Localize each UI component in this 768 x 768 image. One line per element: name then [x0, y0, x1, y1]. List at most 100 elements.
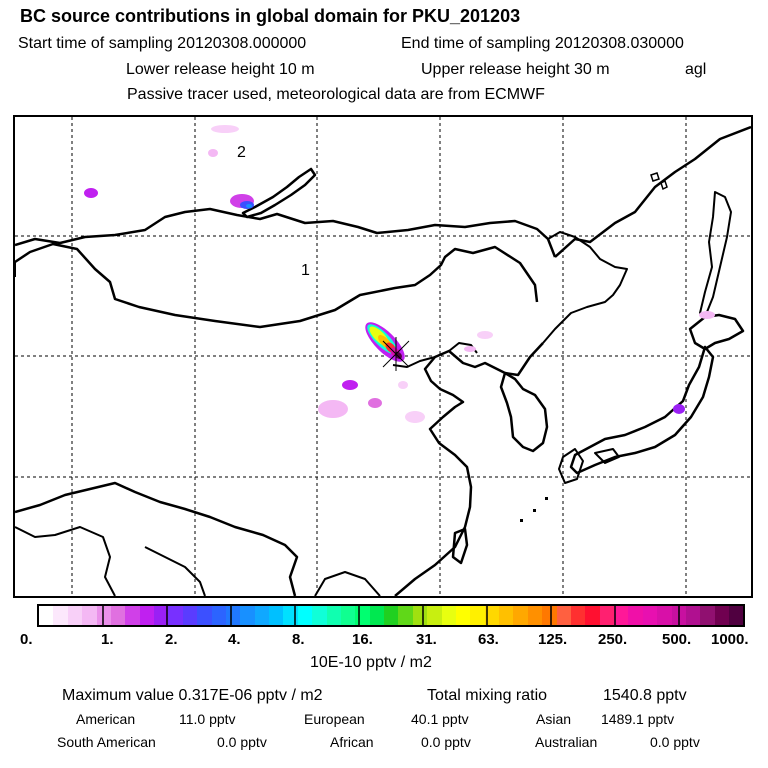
colorbar-segment: [384, 606, 399, 625]
colorbar-segment: [499, 606, 514, 625]
region-label-1: 1: [301, 262, 310, 279]
colorbar-segment: [168, 606, 183, 625]
colorbar-segment: [470, 606, 485, 625]
colorbar-segment: [527, 606, 543, 625]
colorbar-tick-9: 250.: [598, 631, 628, 648]
colorbar-segment: [283, 606, 298, 625]
colorbar-segment: [53, 606, 68, 625]
colorbar-segment: [398, 606, 413, 625]
colorbar-tick-2: 2.: [165, 631, 178, 648]
island-northeast: [650, 172, 668, 191]
colorbar-segment: [312, 606, 327, 625]
taiwan-island: [451, 527, 469, 565]
region-value-australian: 0.0 pptv: [650, 734, 700, 750]
colorbar-unit: 10E-10 pptv / m2: [310, 654, 432, 671]
colorbar-segment: [82, 606, 97, 625]
colorbar-tick-6: 31.: [416, 631, 437, 648]
colorbar-segment: [484, 606, 499, 625]
border-russia-mongolia: [15, 207, 557, 258]
border-mongolia-china: [15, 242, 539, 329]
region-name-australian: Australian: [535, 734, 598, 750]
colorbar-segment: [700, 606, 715, 625]
ryukyu-islands: [520, 497, 548, 522]
colorbar-segment: [240, 606, 255, 625]
region-label-2: 2: [237, 144, 246, 161]
total-mixing-label: Total mixing ratio: [427, 687, 548, 704]
map-title: BC source contributions in global domain…: [20, 6, 521, 26]
colorbar-segment: [182, 606, 198, 625]
coast-china-korea: [394, 342, 544, 596]
colorbar-segment: [211, 606, 226, 625]
tracer-label: Passive tracer used, meteorological data…: [127, 86, 545, 103]
region-value-south-american: 0.0 pptv: [217, 734, 267, 750]
japan-shikoku: [594, 448, 620, 464]
concentration-field: [84, 125, 715, 423]
colorbar-segment: [254, 606, 269, 625]
max-value-label: Maximum value 0.317E-06 pptv / m2: [62, 687, 323, 704]
colorbar: [37, 604, 745, 627]
colorbar-segment: [197, 606, 212, 625]
border-southeast-asia: [15, 526, 381, 596]
coast-northeast: [554, 125, 751, 258]
colorbar-segment: [225, 606, 241, 625]
colorbar-segment: [657, 606, 672, 625]
colorbar-segment: [642, 606, 658, 625]
colorbar-dividers: [102, 606, 680, 625]
lake-baikal: [241, 167, 317, 219]
japan-honshu: [569, 345, 715, 475]
region-value-european: 40.1 pptv: [411, 711, 469, 727]
region-value-asian: 1489.1 pptv: [601, 711, 675, 727]
colorbar-segment: [513, 606, 528, 625]
colorbar-segment: [67, 606, 83, 625]
colorbar-segment: [542, 606, 557, 625]
upper-release-label: Upper release height 30 m: [421, 61, 610, 78]
border-south-asia: [15, 481, 299, 596]
colorbar-segment: [455, 606, 471, 625]
colorbar-segment: [628, 606, 643, 625]
colorbar-tick-5: 16.: [352, 631, 373, 648]
colorbar-segment: [269, 606, 284, 625]
sakhalin-island: [699, 191, 732, 318]
colorbar-segment: [154, 606, 169, 625]
colorbar-tick-4: 8.: [292, 631, 305, 648]
japan-hokkaido: [688, 313, 745, 351]
colorbar-segment: [714, 606, 729, 625]
colorbar-segment: [729, 606, 744, 625]
map-canvas: 1 2: [15, 117, 751, 596]
colorbar-tick-3: 4.: [228, 631, 241, 648]
korean-peninsula: [499, 371, 549, 453]
map-panel: 1 2: [13, 115, 753, 598]
region-name-african: African: [330, 734, 374, 750]
end-time-label: End time of sampling 20120308.030000: [401, 35, 684, 52]
colorbar-segment: [441, 606, 456, 625]
colorbar-segment: [685, 606, 701, 625]
grid-lines: [15, 117, 751, 596]
colorbar-segment: [369, 606, 384, 625]
colorbar-tick-7: 63.: [478, 631, 499, 648]
japan-kyushu: [558, 448, 584, 484]
colorbar-segment: [110, 606, 126, 625]
colorbar-segment: [570, 606, 586, 625]
colorbar-segment: [585, 606, 600, 625]
border-russia-china: [542, 231, 628, 344]
colorbar-segment: [326, 606, 341, 625]
region-name-european: European: [304, 711, 365, 727]
colorbar-segment: [297, 606, 313, 625]
colorbar-segment: [139, 606, 154, 625]
colorbar-tick-8: 125.: [538, 631, 568, 648]
region-name-south-american: South American: [57, 734, 156, 750]
colorbar-tick-11: 1000.: [711, 631, 749, 648]
region-value-american: 11.0 pptv: [179, 711, 236, 727]
receptor-x-icon: [382, 337, 410, 371]
lower-release-label: Lower release height 10 m: [126, 61, 315, 78]
colorbar-segment: [427, 606, 442, 625]
colorbar-tick-0: 0.: [20, 631, 33, 648]
total-mixing-value: 1540.8 pptv: [603, 687, 687, 704]
colorbar-segment: [556, 606, 571, 625]
colorbar-segment: [599, 606, 614, 625]
colorbar-segment: [614, 606, 629, 625]
colorbar-tick-1: 1.: [101, 631, 114, 648]
colorbar-tick-10: 500.: [662, 631, 692, 648]
colorbar-segment: [125, 606, 140, 625]
agl-label: agl: [685, 61, 707, 78]
